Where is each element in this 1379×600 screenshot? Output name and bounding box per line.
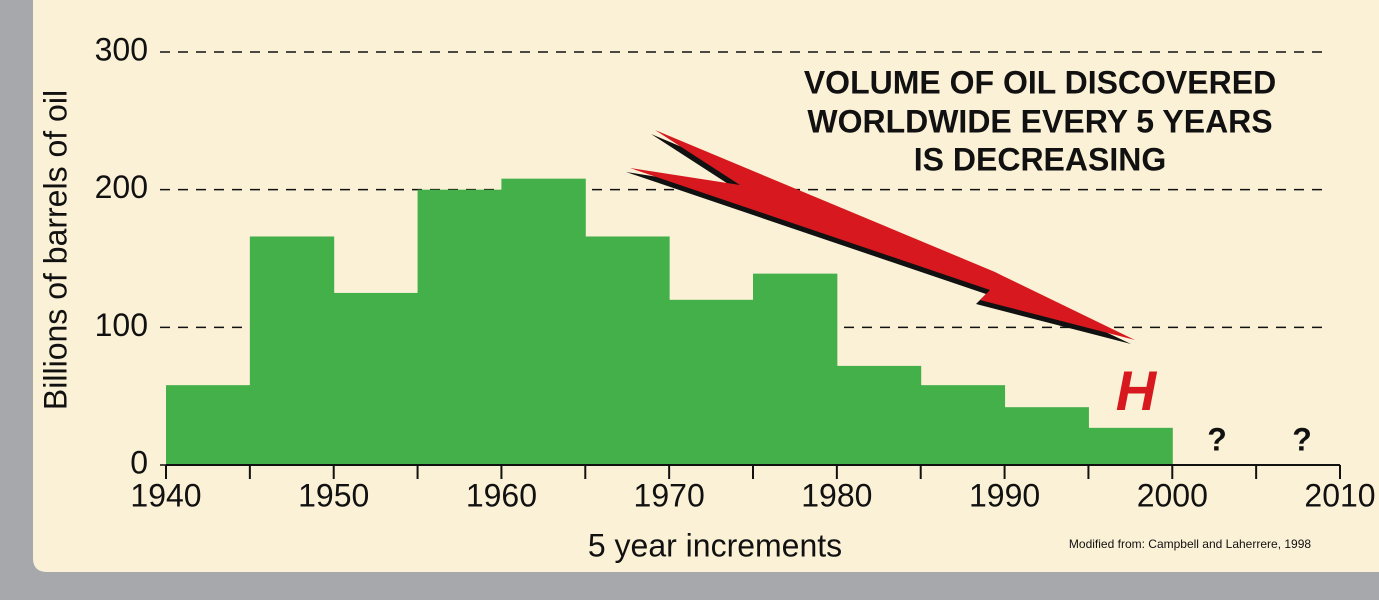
x-tick-label: 2000 <box>1137 477 1208 513</box>
x-tick-label: 2010 <box>1304 477 1375 513</box>
x-tick-label: 1980 <box>801 477 872 513</box>
x-tick-label: 1960 <box>466 477 537 513</box>
bar <box>753 274 837 465</box>
page: {"chart_data": {"type": "histogram", "ti… <box>0 0 1379 600</box>
annotation: H <box>1116 359 1158 422</box>
bar <box>1005 407 1089 465</box>
x-tick-label: 1990 <box>969 477 1040 513</box>
bar <box>334 293 418 465</box>
y-tick-label: 0 <box>130 444 148 480</box>
bar <box>921 385 1005 465</box>
bar <box>669 300 753 465</box>
x-tick-label: 1970 <box>634 477 705 513</box>
chart-title: VOLUME OF OIL DISCOVERED <box>804 64 1276 100</box>
x-tick-label: 1950 <box>298 477 369 513</box>
bar <box>837 366 921 465</box>
chart-title: IS DECREASING <box>914 141 1166 177</box>
y-tick-label: 100 <box>95 307 148 343</box>
bar <box>1088 428 1172 465</box>
chart-title: WORLDWIDE EVERY 5 YEARS <box>807 103 1272 139</box>
bar <box>166 385 250 465</box>
bar <box>250 236 334 465</box>
x-tick-label: 1940 <box>130 477 201 513</box>
x-axis-label: 5 year increments <box>588 527 842 563</box>
annotation: ? <box>1207 421 1227 457</box>
y-tick-label: 200 <box>95 169 148 205</box>
source-note: Modified from: Campbell and Laherrere, 1… <box>1069 537 1311 551</box>
chart: 0 100 200 300 1940 1950 1960 1970 1980 1990 2000 20… <box>0 0 1379 600</box>
y-tick-label: 300 <box>95 31 148 67</box>
bar <box>585 236 669 465</box>
annotation: ? <box>1292 421 1312 457</box>
bar <box>501 179 585 465</box>
y-axis-label: Billions of barrels of oil <box>37 90 73 410</box>
bar <box>418 190 502 465</box>
